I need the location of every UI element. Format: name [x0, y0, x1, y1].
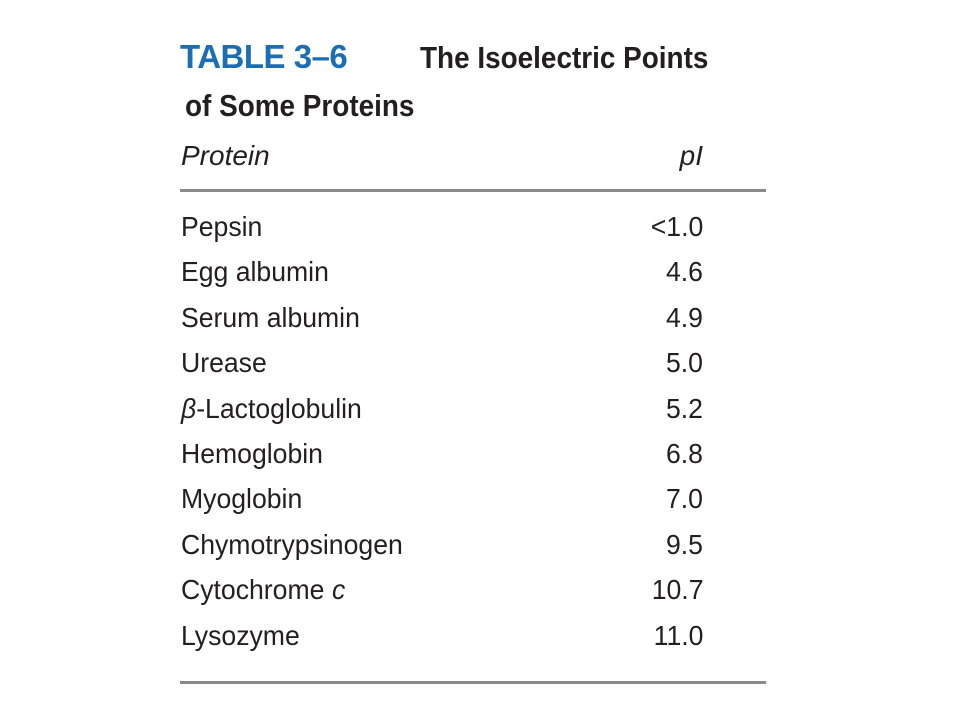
- pi-value: 5.0: [666, 347, 703, 379]
- protein-name: Serum albumin: [181, 301, 360, 333]
- protein-name: Lysozyme: [181, 619, 300, 651]
- pi-value: 6.8: [666, 438, 703, 469]
- pi-value: 5.2: [666, 392, 703, 424]
- pi-value: 7.0: [666, 483, 703, 515]
- pi-value: 10.7: [651, 574, 703, 606]
- table-label: TABLE 3–6: [180, 38, 348, 75]
- protein-name: β-Lactoglobulin: [181, 393, 362, 425]
- protein-name: Myoglobin: [181, 483, 303, 515]
- protein-name-part: Cytochrome: [181, 574, 325, 606]
- protein-name-part: c: [331, 574, 346, 606]
- column-header: Protein: [181, 140, 270, 171]
- column-header: pI: [679, 140, 703, 171]
- protein-name: Egg albumin: [181, 256, 329, 288]
- pi-value: 4.9: [666, 301, 703, 333]
- table-title: of Some Proteins: [185, 88, 415, 123]
- pi-value: 11.0: [653, 619, 703, 651]
- pi-value: 4.6: [666, 256, 703, 288]
- protein-name: Pepsin: [181, 211, 263, 242]
- protein-name-part: -Lactoglobulin: [196, 392, 362, 424]
- protein-name: Cytochrome c: [181, 574, 345, 606]
- pi-value: 9.5: [666, 528, 703, 560]
- protein-name-part: β: [181, 392, 197, 424]
- rule: [180, 189, 766, 192]
- protein-name: Urease: [181, 347, 267, 379]
- protein-name: Chymotrypsinogen: [181, 528, 403, 560]
- pi-value: <1.0: [650, 211, 703, 242]
- rule: [180, 681, 766, 684]
- protein-name: Hemoglobin: [181, 438, 323, 469]
- table-title: The Isoelectric Points: [420, 40, 709, 75]
